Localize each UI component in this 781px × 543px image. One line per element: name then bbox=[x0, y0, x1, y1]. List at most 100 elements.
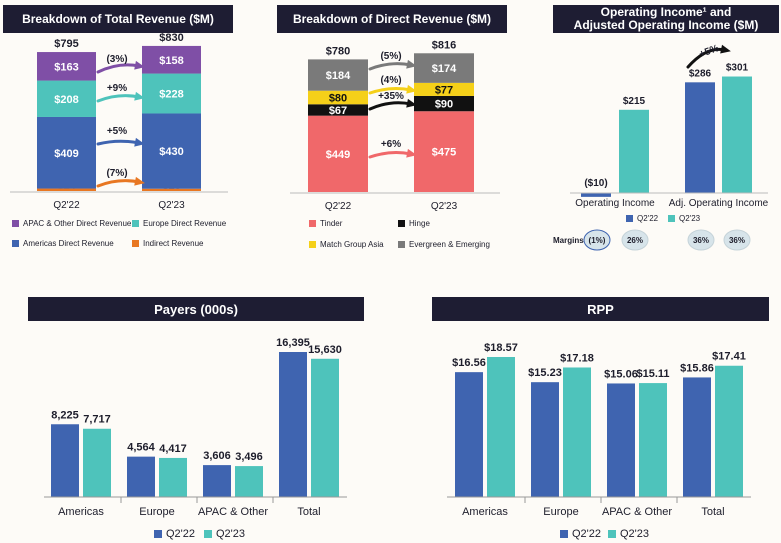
total-label-3-1: $158 bbox=[159, 55, 183, 67]
legend-payers-q22: Q2'22 bbox=[154, 528, 195, 540]
direct-bar-0-0 bbox=[308, 115, 368, 192]
opinc-bar-0-0 bbox=[581, 193, 611, 197]
direct-xtick-0: Q2'22 bbox=[325, 201, 352, 212]
rpp-label-1-2: $15.11 bbox=[636, 368, 669, 380]
rpp-bar-1-3 bbox=[715, 365, 743, 497]
total-growth-2: +5% bbox=[107, 126, 127, 137]
legend-label-rpp-q22: Q2'22 bbox=[572, 528, 602, 540]
direct-growth-1: (4%) bbox=[380, 75, 401, 86]
total-growth-arrow-0 bbox=[96, 63, 141, 74]
direct-label-1-0: $67 bbox=[329, 105, 347, 117]
total-bar-2-1 bbox=[142, 73, 201, 114]
payers-label-1-0: 7,717 bbox=[83, 414, 111, 426]
total-bar-0-1 bbox=[142, 188, 201, 191]
direct-growth-3: +6% bbox=[381, 139, 401, 150]
legend-swatch-opinc-q22 bbox=[626, 215, 633, 222]
direct-growth-0: (5%) bbox=[380, 51, 401, 62]
total-growth-arrow-0-head bbox=[134, 60, 145, 70]
legend-swatch-payers-q23 bbox=[204, 530, 212, 538]
rpp-bar-0-1 bbox=[531, 382, 559, 497]
legend-swatch-payers-q22 bbox=[154, 530, 162, 538]
legend-label-opinc-q23: Q2'23 bbox=[679, 214, 701, 223]
opinc-label-0-0: ($10) bbox=[584, 178, 607, 189]
opinc-label-1-0: $215 bbox=[623, 96, 646, 107]
direct-label-1-1: $90 bbox=[435, 99, 453, 111]
opinc-growth-arrow-head bbox=[720, 44, 731, 54]
total-growth-arrow-2 bbox=[96, 139, 141, 146]
opinc-xtick-1: Adj. Operating Income bbox=[669, 198, 769, 209]
direct-growth-arrow-0-head bbox=[406, 59, 417, 69]
total-bar-2-0 bbox=[37, 80, 96, 117]
total-xtick-1: Q2'23 bbox=[158, 200, 185, 211]
legend-indirect: Indirect Revenue bbox=[132, 239, 203, 248]
direct-bar-1-1 bbox=[414, 95, 474, 112]
total-growth-arrow-3-head bbox=[134, 176, 145, 186]
margin-value-1: 26% bbox=[627, 236, 643, 245]
payers-xtick-1: Europe bbox=[139, 506, 174, 518]
direct-revenue-title: Breakdown of Direct Revenue ($M) bbox=[277, 5, 507, 33]
total-growth-1: +9% bbox=[107, 83, 127, 94]
direct-sum-1: $816 bbox=[432, 39, 456, 51]
legend-label-opinc-q22: Q2'22 bbox=[637, 214, 659, 223]
legend-swatch-rpp-q22 bbox=[560, 530, 568, 538]
margin-value-3: 36% bbox=[729, 236, 745, 245]
legend-label-tinder: Tinder bbox=[320, 219, 343, 228]
direct-bar-0-1 bbox=[414, 111, 474, 192]
rpp-label-0-2: $15.06 bbox=[604, 368, 638, 380]
legend-evergreen: Evergreen & Emerging bbox=[398, 240, 490, 249]
legend-opinc-q22: Q2'22 bbox=[626, 214, 658, 223]
legend-rpp-q23: Q2'23 bbox=[608, 528, 649, 540]
legend-rpp-q22: Q2'22 bbox=[560, 528, 601, 540]
rpp-bar-0-2 bbox=[607, 383, 635, 497]
opinc-label-1-1: $301 bbox=[726, 63, 749, 74]
direct-growth-arrow-0 bbox=[368, 62, 413, 71]
legend-label-mga: Match Group Asia bbox=[320, 240, 384, 249]
direct-growth-arrow-2-head bbox=[406, 98, 417, 108]
opinc-bar-0-1 bbox=[685, 82, 715, 193]
legend-swatch-indirect bbox=[132, 240, 139, 247]
payers-bar-0-2 bbox=[203, 465, 231, 497]
payers-label-1-1: 4,417 bbox=[159, 443, 187, 455]
direct-label-0-0: $449 bbox=[326, 149, 350, 161]
payers-bar-1-3 bbox=[311, 358, 339, 497]
rpp-bar-1-0 bbox=[487, 357, 515, 497]
operating-income-title-line2: Adjusted Operating Income ($M) bbox=[573, 18, 759, 32]
total-bar-1-0 bbox=[37, 116, 96, 189]
payers-bar-0-3 bbox=[279, 352, 307, 497]
rpp-xtick-0: Americas bbox=[462, 506, 508, 518]
payers-xtick-0: Americas bbox=[58, 506, 104, 518]
payers-label-1-2: 3,496 bbox=[235, 451, 263, 463]
legend-swatch-hinge bbox=[398, 220, 405, 227]
total-growth-arrow-3 bbox=[96, 179, 141, 188]
total-label-3-0: $163 bbox=[54, 61, 78, 73]
opinc-growth: +5% bbox=[698, 43, 721, 60]
direct-xtick-1: Q2'23 bbox=[431, 201, 458, 212]
margins-label: Margins bbox=[553, 236, 584, 245]
legend-label-payers-q23: Q2'23 bbox=[216, 528, 246, 540]
direct-bar-3-1 bbox=[414, 53, 474, 83]
legend-europe: Europe Direct Revenue bbox=[132, 219, 226, 228]
payers-xtick-2: APAC & Other bbox=[198, 506, 268, 518]
rpp-xtick-2: APAC & Other bbox=[602, 506, 672, 518]
direct-growth-arrow-3 bbox=[368, 151, 413, 159]
total-xtick-0: Q2'22 bbox=[53, 200, 80, 211]
total-growth-3: (7%) bbox=[106, 168, 127, 179]
rpp-bar-1-1 bbox=[563, 367, 591, 497]
legend-swatch-rpp-q23 bbox=[608, 530, 616, 538]
margin-value-2: 36% bbox=[693, 236, 709, 245]
total-growth-arrow-1-head bbox=[134, 91, 145, 101]
direct-label-3-0: $184 bbox=[326, 70, 351, 82]
legend-tinder: Tinder bbox=[309, 219, 342, 228]
payers-bar-1-1 bbox=[159, 457, 187, 497]
legend-mga: Match Group Asia bbox=[309, 240, 384, 249]
legend-swatch-tinder bbox=[309, 220, 316, 227]
legend-payers-q23: Q2'23 bbox=[204, 528, 245, 540]
rpp-bar-0-0 bbox=[455, 372, 483, 497]
rpp-label-1-1: $17.18 bbox=[560, 352, 594, 364]
total-sum-0: $795 bbox=[54, 38, 78, 50]
legend-opinc-q23: Q2'23 bbox=[668, 214, 700, 223]
total-bar-3-0 bbox=[37, 52, 96, 81]
opinc-xtick-0: Operating Income bbox=[575, 198, 655, 209]
margin-circle-2 bbox=[687, 229, 715, 251]
direct-growth-arrow-3-head bbox=[406, 148, 417, 158]
